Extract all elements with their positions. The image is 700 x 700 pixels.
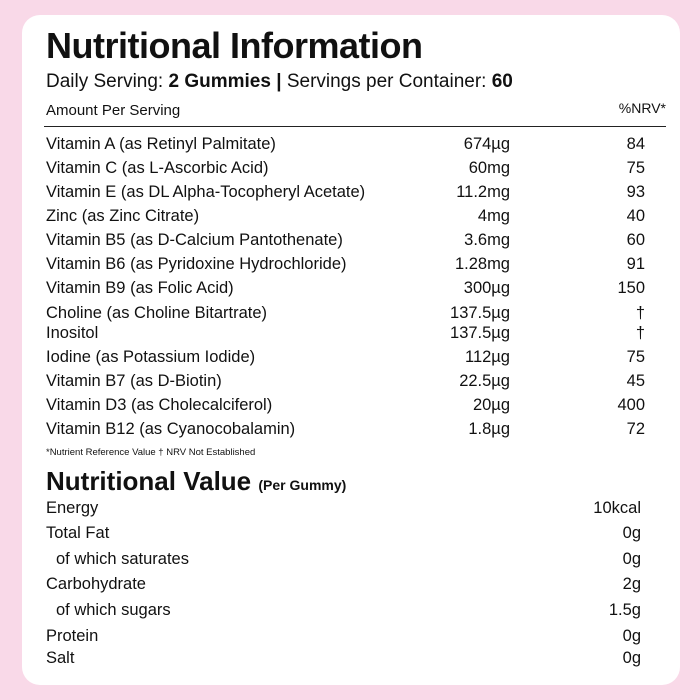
title: Nutritional Information	[46, 25, 423, 66]
separator: |	[276, 71, 282, 92]
section-subtitle: (Per Gummy)	[258, 477, 347, 493]
divider	[44, 126, 666, 127]
nutrition-name: Salt	[46, 649, 75, 667]
containers-value: 60	[491, 71, 513, 92]
serving-info: Daily Serving: 2 Gummies | Servings per …	[46, 72, 513, 91]
nutrient-amount: 300µg	[463, 279, 510, 297]
nutrient-name: Vitamin B6 (as Pyridoxine Hydrochloride)	[46, 255, 347, 273]
serving-label: Daily Serving:	[46, 71, 164, 92]
nutrient-nrv: 45	[626, 372, 645, 390]
serving-value: 2 Gummies	[168, 71, 271, 92]
nutrient-nrv: †	[635, 324, 645, 342]
nutrient-amount: 112µg	[465, 348, 510, 366]
nutrient-name: Choline (as Choline Bitartrate)	[46, 304, 268, 322]
nutrition-value: 10kcal	[593, 499, 641, 517]
nutrient-name: Iodine (as Potassium Iodide)	[46, 348, 256, 366]
nutrition-value: 2g	[622, 575, 641, 593]
nutrient-amount: 22.5µg	[459, 372, 510, 390]
nutrition-name: of which saturates	[56, 550, 189, 568]
nutrition-value: 0g	[622, 627, 641, 645]
nutrition-value: 0g	[622, 550, 641, 568]
nutrient-amount: 3.6mg	[464, 231, 510, 249]
nutrient-nrv: 60	[626, 231, 645, 249]
containers-label: Servings per Container:	[286, 71, 487, 92]
nutrient-nrv: 91	[626, 255, 645, 273]
nutrient-nrv: 72	[626, 420, 645, 438]
nutrient-name: Zinc (as Zinc Citrate)	[46, 207, 200, 225]
nutrient-nrv: 84	[626, 135, 645, 153]
footnote: *Nutrient Reference Value † NRV Not Esta…	[46, 447, 256, 458]
label-card: Nutritional Information Daily Serving: 2…	[22, 15, 680, 685]
nutrient-nrv: 400	[617, 396, 645, 414]
nutrition-value: 0g	[622, 524, 641, 542]
section-title: Nutritional Value (Per Gummy)	[46, 468, 346, 494]
nutrient-amount: 137.5µg	[450, 324, 510, 342]
nutrient-name: Vitamin B9 (as Folic Acid)	[46, 279, 234, 297]
nutrition-name: Total Fat	[46, 524, 110, 542]
nutrient-amount: 60mg	[468, 159, 510, 177]
nutrition-name: Protein	[46, 627, 99, 645]
nutrient-nrv: 150	[617, 279, 645, 297]
nutrient-amount: 674µg	[463, 135, 510, 153]
nutrient-nrv: †	[635, 304, 645, 322]
nutrient-name: Inositol	[46, 324, 99, 342]
nutrient-amount: 137.5µg	[450, 304, 510, 322]
nutrition-name: of which sugars	[56, 601, 171, 619]
nutrient-name: Vitamin E (as DL Alpha-Tocopheryl Acetat…	[46, 183, 366, 201]
nutrient-amount: 20µg	[472, 396, 510, 414]
nutrient-amount: 11.2mg	[456, 183, 510, 201]
nutrient-nrv: 75	[626, 159, 645, 177]
nutrient-amount: 1.28mg	[454, 255, 510, 273]
nutrient-name: Vitamin C (as L-Ascorbic Acid)	[46, 159, 269, 177]
nutrient-nrv: 93	[626, 183, 645, 201]
nutrient-nrv: 40	[626, 207, 645, 225]
column-header: Amount Per Serving	[46, 102, 181, 119]
nutrient-name: Vitamin B5 (as D-Calcium Pantothenate)	[46, 231, 343, 249]
section-title-text: Nutritional Value	[46, 466, 252, 496]
nutrient-amount: 4mg	[477, 207, 510, 225]
nutrition-value: 1.5g	[608, 601, 641, 619]
nutrient-name: Vitamin B7 (as D-Biotin)	[46, 372, 222, 390]
nutrient-name: Vitamin A (as Retinyl Palmitate)	[46, 135, 276, 153]
nutrient-name: Vitamin D3 (as Cholecalciferol)	[46, 396, 273, 414]
nutrition-name: Carbohydrate	[46, 575, 146, 593]
nutrition-value: 0g	[622, 649, 641, 667]
nutrition-name: Energy	[46, 499, 99, 517]
nutrient-amount: 1.8µg	[468, 420, 510, 438]
nutrient-name: Vitamin B12 (as Cyanocobalamin)	[46, 420, 296, 438]
column-header: %NRV*	[618, 100, 666, 116]
nutrient-nrv: 75	[626, 348, 645, 366]
